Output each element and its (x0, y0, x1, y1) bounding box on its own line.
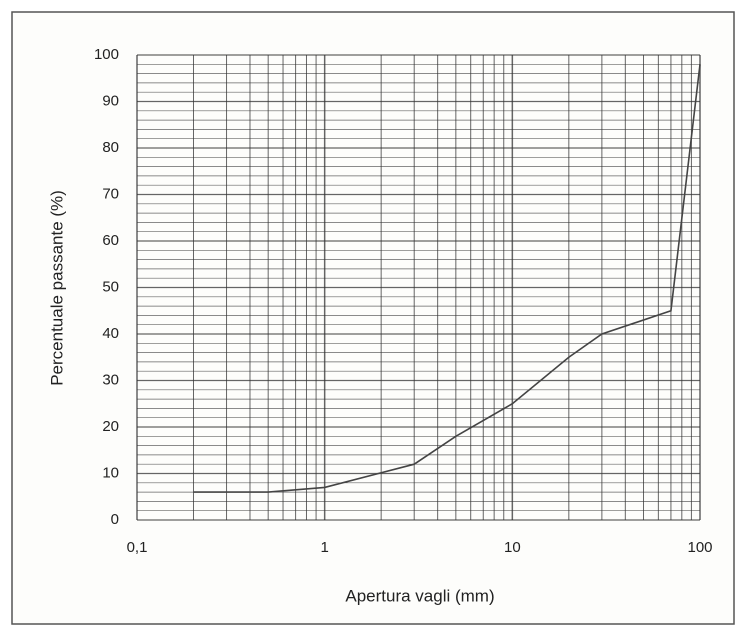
frame (11, 11, 735, 625)
y-tick-label: 70 (102, 185, 119, 202)
y-tick-label: 60 (102, 232, 119, 249)
y-tick-label: 50 (102, 278, 119, 295)
y-tick-label: 20 (102, 418, 119, 435)
x-tick-label: 1 (320, 539, 328, 556)
x-tick-label: 100 (687, 539, 712, 556)
y-tick-label: 0 (111, 511, 119, 528)
x-tick-label: 10 (504, 539, 521, 556)
y-axis-title: Percentuale passante (%) (47, 190, 66, 386)
y-tick-label: 100 (94, 46, 119, 63)
x-tick-label: 0,1 (127, 539, 148, 556)
x-axis-title: Apertura vagli (mm) (345, 586, 494, 605)
y-tick-label: 10 (102, 464, 119, 481)
y-tick-label: 80 (102, 139, 119, 156)
y-tick-label: 40 (102, 325, 119, 342)
data-line (193, 64, 701, 493)
y-tick-label: 90 (102, 92, 119, 109)
y-tick-label: 30 (102, 371, 119, 388)
